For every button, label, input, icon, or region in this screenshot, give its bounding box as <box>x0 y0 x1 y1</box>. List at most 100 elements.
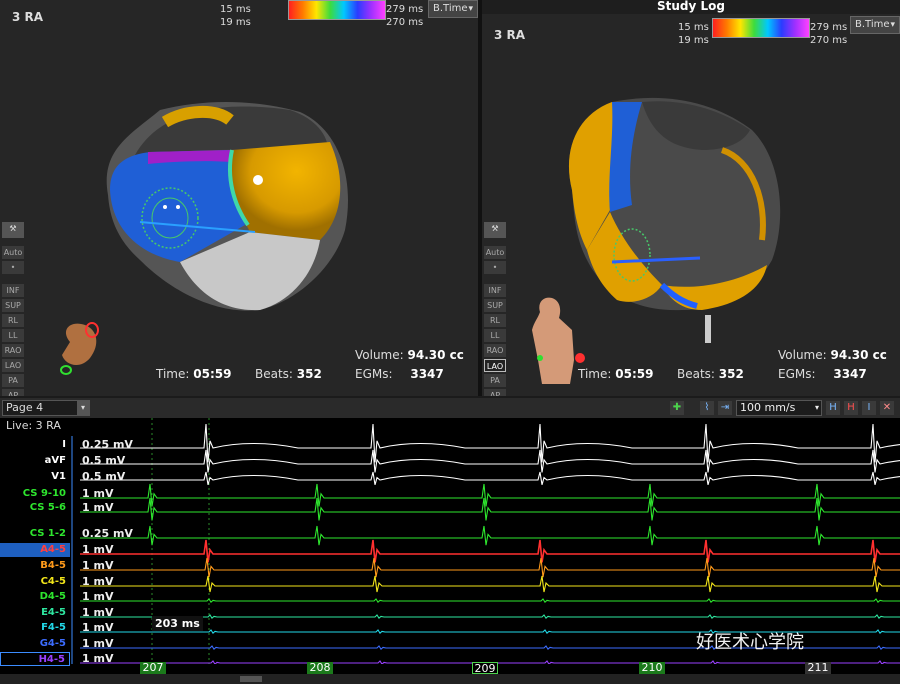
view-rl-button[interactable]: RL <box>484 314 506 327</box>
egm-trace <box>80 497 900 521</box>
gain-label: 1 mV <box>82 621 114 634</box>
egm-trace <box>80 598 900 604</box>
beat-number[interactable]: 209 <box>472 662 498 675</box>
volume-readout: Volume: 94.30 cc <box>355 348 464 362</box>
gain-label: 1 mV <box>82 501 114 514</box>
map-title: 3 RA <box>494 28 526 42</box>
egm-trace <box>80 629 900 635</box>
annotation-h-red-icon[interactable]: H <box>844 401 858 415</box>
map-type-dropdown[interactable]: B.Time <box>428 0 478 18</box>
view-pa-button[interactable]: PA <box>2 374 24 387</box>
beat-number[interactable]: 208 <box>307 662 333 674</box>
right-map-panel[interactable]: Study Log 3 RA 15 ms 19 ms 279 ms 270 ms… <box>482 0 900 396</box>
gain-label: 0.25 mV <box>82 527 133 540</box>
lead-label[interactable]: C4-5 <box>40 576 66 587</box>
page-dropdown[interactable]: Page 4 ▾ <box>2 400 90 416</box>
view-ap-button[interactable]: AP <box>484 389 506 396</box>
gain-label: 1 mV <box>82 559 114 572</box>
egms-readout: EGMs: 3347 <box>778 367 867 381</box>
split-icon[interactable]: I <box>862 401 876 415</box>
lead-label[interactable]: F4-5 <box>41 622 66 633</box>
view-toolbar: ⚒ Auto • INF SUP RL LL RAO LAO PA AP <box>2 222 26 396</box>
lead-label[interactable]: aVF <box>44 455 66 466</box>
lead-label[interactable]: CS 1-2 <box>29 528 66 539</box>
view-lao-button[interactable]: LAO <box>484 359 506 372</box>
egm-trace <box>80 660 900 664</box>
caliper-icon[interactable]: ⇥ <box>718 401 732 415</box>
left-map-panel[interactable]: 3 RA 15 ms 19 ms 279 ms 270 ms B.Time ⚒ <box>0 0 478 396</box>
legend-max-bottom: 270 ms <box>386 17 424 28</box>
add-marker-icon[interactable]: ✚ <box>670 401 684 415</box>
atrium-3d-map[interactable] <box>0 0 478 396</box>
view-rao-button[interactable]: RAO <box>2 344 24 357</box>
lead-label[interactable]: G4-5 <box>39 638 66 649</box>
legend-max-bottom: 270 ms <box>810 35 848 46</box>
color-scale-bar <box>288 0 386 20</box>
view-inf-button[interactable]: INF <box>2 284 24 297</box>
view-sup-button[interactable]: SUP <box>484 299 506 312</box>
lead-label[interactable]: E4-5 <box>41 607 66 618</box>
beat-number[interactable]: 210 <box>639 662 665 674</box>
lead-label[interactable]: D4-5 <box>39 591 66 602</box>
egm-trace <box>80 525 900 546</box>
dot-button[interactable]: • <box>484 261 506 274</box>
egm-trace <box>80 449 900 473</box>
view-inf-button[interactable]: INF <box>484 284 506 297</box>
view-sup-button[interactable]: SUP <box>2 299 24 312</box>
egm-toolbar: Page 4 ▾ ✚ ⌇ ⇥ 100 mm/s ▾ H H I ✕ <box>0 398 900 418</box>
hammer-icon[interactable]: ⚒ <box>484 222 506 238</box>
view-rl-button[interactable]: RL <box>2 314 24 327</box>
dot-button[interactable]: • <box>2 261 24 274</box>
egm-trace <box>80 539 900 563</box>
scrollbar-thumb[interactable] <box>240 676 262 682</box>
view-pa-button[interactable]: PA <box>484 374 506 387</box>
legend-min-bottom: 19 ms <box>678 35 709 46</box>
sweep-speed-dropdown[interactable]: 100 mm/s ▾ <box>736 400 822 416</box>
view-toolbar: ⚒ Auto • INF SUP RL LL RAO LAO PA AP <box>484 222 508 396</box>
annotation-h-icon[interactable]: H <box>826 401 840 415</box>
watermark: 好医术心学院 <box>696 632 804 653</box>
volume-readout: Volume: 94.30 cc <box>778 348 887 362</box>
egm-traces[interactable] <box>0 418 900 664</box>
egm-trace <box>80 557 900 578</box>
atrium-3d-map[interactable] <box>482 0 900 396</box>
view-ll-button[interactable]: LL <box>484 329 506 342</box>
egm-trace <box>80 645 900 651</box>
legend-min-top: 15 ms <box>220 4 251 15</box>
lead-label[interactable]: A4-5 <box>0 543 70 557</box>
legend-max-top: 279 ms <box>810 22 848 33</box>
lead-label[interactable]: V1 <box>51 471 66 482</box>
view-lao-button[interactable]: LAO <box>2 359 24 372</box>
lead-label[interactable]: B4-5 <box>40 560 66 571</box>
live-map-label: Live: 3 RA <box>6 419 61 432</box>
close-marker-icon[interactable]: ✕ <box>880 401 894 415</box>
view-rao-button[interactable]: RAO <box>484 344 506 357</box>
egm-scrollbar[interactable] <box>0 674 900 684</box>
lead-label[interactable]: H4-5 <box>0 652 70 666</box>
beat-number[interactable]: 211 <box>805 662 831 674</box>
view-ll-button[interactable]: LL <box>2 329 24 342</box>
lead-label[interactable]: I <box>62 439 66 450</box>
lead-label[interactable]: CS 9-10 <box>22 488 66 499</box>
lead-label[interactable]: CS 5-6 <box>29 502 66 513</box>
legend-max-top: 279 ms <box>386 4 424 15</box>
egm-trace <box>80 575 900 593</box>
gain-label: 0.25 mV <box>82 438 133 451</box>
legend-min-top: 15 ms <box>678 22 709 33</box>
egm-trace <box>80 471 900 485</box>
panel-divider[interactable] <box>478 0 482 396</box>
gain-label: 1 mV <box>82 575 114 588</box>
activation-color-legend: 15 ms 19 ms 279 ms 270 ms <box>220 0 478 40</box>
study-log-header: Study Log <box>482 0 900 14</box>
egm-panel: Page 4 ▾ ✚ ⌇ ⇥ 100 mm/s ▾ H H I ✕ Live: 3 … <box>0 398 900 684</box>
view-ap-button[interactable]: AP <box>2 389 24 396</box>
gain-label: 1 mV <box>82 487 114 500</box>
auto-view-button[interactable]: Auto <box>2 246 24 259</box>
activation-color-legend: 15 ms 19 ms 279 ms 270 ms <box>678 18 878 58</box>
beat-number[interactable]: 207 <box>140 662 166 674</box>
chevron-down-icon: ▾ <box>77 401 89 415</box>
auto-view-button[interactable]: Auto <box>484 246 506 259</box>
waveform-icon[interactable]: ⌇ <box>700 401 714 415</box>
hammer-icon[interactable]: ⚒ <box>2 222 24 238</box>
egm-trace <box>80 483 900 507</box>
